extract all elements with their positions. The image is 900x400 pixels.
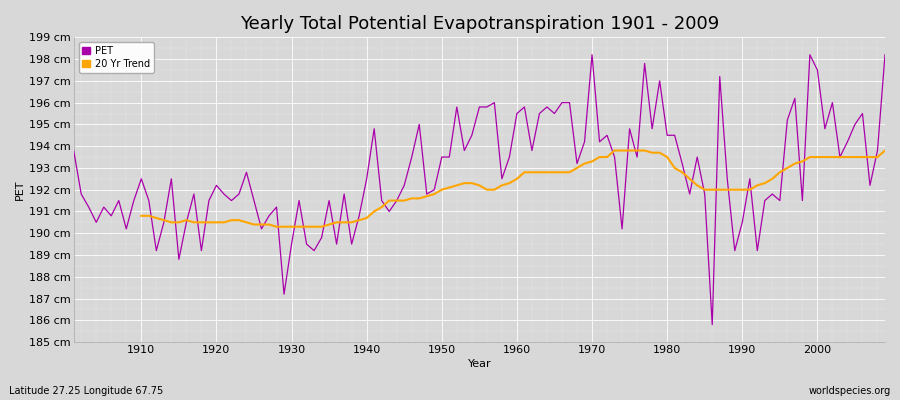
Text: Latitude 27.25 Longitude 67.75: Latitude 27.25 Longitude 67.75 [9,386,163,396]
X-axis label: Year: Year [467,359,491,369]
Legend: PET, 20 Yr Trend: PET, 20 Yr Trend [78,42,154,73]
Title: Yearly Total Potential Evapotranspiration 1901 - 2009: Yearly Total Potential Evapotranspiratio… [239,15,719,33]
Text: worldspecies.org: worldspecies.org [809,386,891,396]
Y-axis label: PET: PET [15,180,25,200]
